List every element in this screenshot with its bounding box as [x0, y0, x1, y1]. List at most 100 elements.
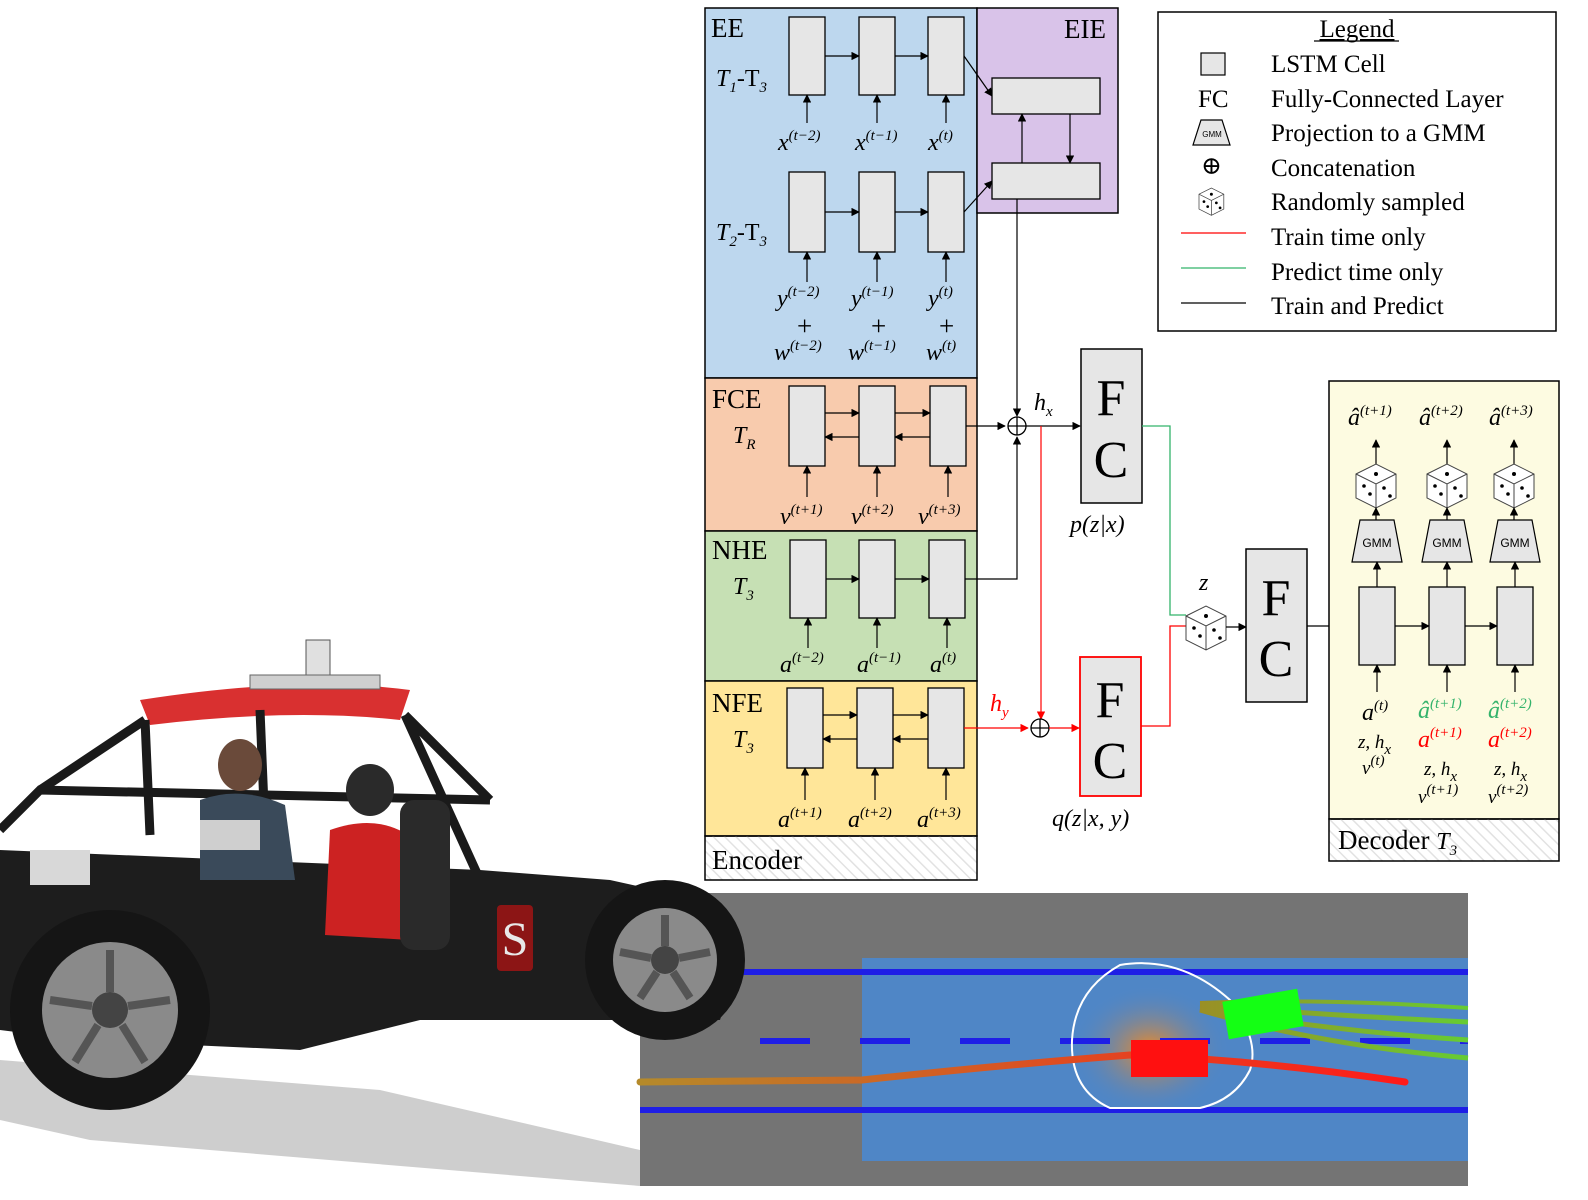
legend-item-fc: Fully-Connected Layer	[1271, 86, 1504, 113]
ego-vehicle	[1131, 1040, 1208, 1077]
legend-item-random: Randomly sampled	[1271, 189, 1465, 216]
human-trajectory	[636, 1051, 1409, 1086]
decoder-input-zh-1: z, hx	[1357, 732, 1391, 758]
eie-block-top	[991, 77, 1101, 115]
legend-item-both: Train and Predict	[1271, 293, 1444, 320]
decoder: Decoder T3 â(t+1) â(t+2) â(t+3)	[1328, 380, 1560, 862]
posterior-label: q(z|x, y)	[1052, 806, 1129, 832]
decoder-label: Decoder T3	[1338, 825, 1457, 859]
fc-prior-c: C	[1094, 432, 1129, 489]
legend-item-train: Train time only	[1271, 224, 1426, 251]
eie-block-bottom	[991, 162, 1101, 200]
legend-item-predict: Predict time only	[1271, 259, 1444, 286]
fc-posterior-f: F	[1096, 672, 1125, 729]
ee-row1-label: T1-T3	[716, 66, 767, 96]
lstm-cell	[1428, 586, 1466, 666]
fc-prior-f: F	[1097, 370, 1126, 427]
plus-sign: +	[939, 311, 954, 341]
svg-text:GMM: GMM	[1202, 130, 1222, 139]
encoder: Encoder EE EIE FCE NHE NFE T1-T3 T2-T3 T…	[704, 7, 1119, 881]
gmm-symbol	[1192, 119, 1231, 146]
lstm-cell	[858, 385, 896, 467]
encoder-label-box	[704, 835, 978, 881]
lstm-cell	[858, 171, 896, 253]
concat-symbol: ⊕	[1201, 153, 1222, 180]
fce-title: FCE	[712, 384, 762, 414]
prior-label: p(z|x)	[1068, 512, 1125, 538]
lstm-cell	[858, 539, 896, 619]
lstm-cell	[789, 539, 827, 619]
other-vehicle	[1222, 988, 1304, 1040]
plus-sign: +	[871, 311, 886, 341]
lstm-cell	[788, 16, 826, 96]
z-label: z	[1198, 570, 1209, 596]
fc-posterior	[1079, 656, 1142, 797]
dice-icon	[1355, 463, 1397, 509]
legend-item-concat: Concatenation	[1271, 155, 1416, 182]
legend-fc-symbol: FC	[1198, 86, 1229, 113]
fce-lstms	[788, 385, 967, 497]
lstm-cell	[927, 16, 965, 96]
lstm-cell	[788, 171, 826, 253]
encoder-label: Encoder	[712, 845, 802, 875]
svg-text:GMM: GMM	[1432, 536, 1461, 550]
connections: hx F C p(z|x) hy F C q(z|x, y)	[964, 199, 1359, 832]
ee-row2-label: T2-T3	[716, 220, 767, 250]
fc-decoder-c: C	[1259, 631, 1294, 688]
ee-row1-lstms	[788, 16, 965, 123]
dice-icon	[1198, 187, 1225, 216]
input-a-hist-3: a(t)	[930, 650, 956, 678]
dice-icon	[1426, 463, 1468, 509]
svg-text:GMM: GMM	[1500, 536, 1529, 550]
lstm-cell	[786, 687, 824, 769]
decoder-input-zh-3: z, hx	[1493, 759, 1527, 785]
legend-title: Legend	[1320, 16, 1395, 43]
lstm-cell	[927, 687, 965, 769]
lstm-cell	[858, 16, 896, 96]
nfe-t-label: T3	[733, 727, 754, 757]
fc-decoder-f: F	[1262, 570, 1291, 627]
concat-hx	[1007, 416, 1027, 436]
lstm-cell	[788, 385, 826, 467]
decoder-input-zh-2: z, hx	[1423, 759, 1457, 785]
svg-text:GMM: GMM	[1362, 536, 1391, 550]
ee-row2-lstms	[788, 171, 965, 282]
gmm-projection: GMM	[1421, 519, 1473, 563]
input-y-2: y(t−1)	[849, 284, 893, 312]
lstm-cell	[856, 687, 894, 769]
fc-posterior-c: C	[1093, 733, 1128, 790]
z-dice-icon	[1185, 605, 1227, 651]
concat-hy	[1030, 718, 1050, 738]
fce-t-label: TR	[733, 423, 756, 453]
lstm-cell	[1358, 586, 1396, 666]
legend: Legend LSTM Cell FC Fully-Connected Laye…	[1157, 11, 1557, 332]
legend-item-lstm: LSTM Cell	[1271, 51, 1386, 78]
lstm-cell-symbol	[1200, 52, 1226, 76]
lstm-cell	[927, 171, 965, 253]
road-visualization	[636, 893, 1469, 1186]
vehicle-photo: S	[0, 639, 745, 1186]
nhe-title: NHE	[712, 535, 768, 565]
input-w-3: w(t)	[926, 338, 956, 366]
nfe-title: NFE	[712, 688, 763, 718]
plus-sign: +	[797, 311, 812, 341]
hx-label: hx	[1034, 390, 1053, 420]
nhe-t-label: T3	[733, 574, 754, 604]
svg-text:S: S	[502, 913, 529, 966]
decoder-label-box	[1328, 818, 1560, 862]
nfe-lstms	[786, 687, 965, 800]
gmm-projection: GMM	[1489, 519, 1541, 563]
safety-boundary	[1070, 962, 1254, 1109]
lstm-cell	[1496, 586, 1534, 666]
legend-item-gmm: Projection to a GMM	[1271, 120, 1486, 147]
eie-title: EIE	[1064, 14, 1106, 44]
hy-label: hy	[990, 691, 1009, 721]
lstm-cell	[929, 385, 967, 467]
input-x-1: x(t−2)	[777, 128, 820, 156]
nhe-lstms	[789, 539, 966, 648]
gmm-projection: GMM	[1351, 519, 1403, 563]
lstm-cell	[928, 539, 966, 619]
ee-title: EE	[711, 13, 744, 43]
dice-icon	[1493, 463, 1535, 509]
